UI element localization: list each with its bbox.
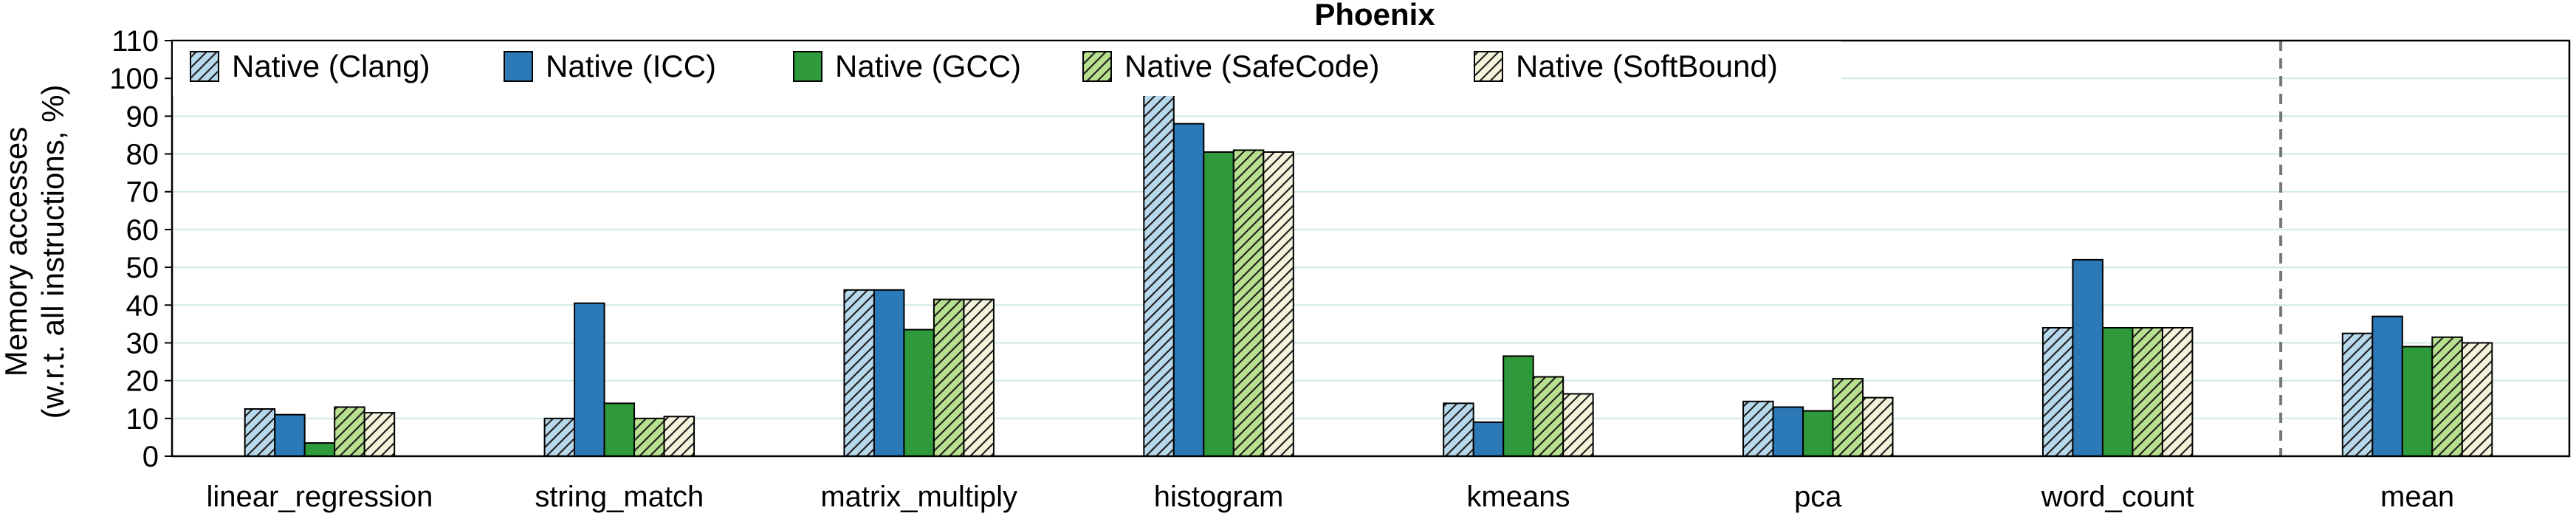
legend-swatch-outline — [1082, 51, 1112, 82]
y-tick-label: 100 — [109, 63, 159, 95]
bar-hatch — [1263, 151, 1294, 456]
bar-hatch — [1533, 376, 1564, 456]
legend-swatch-outline — [504, 51, 533, 82]
legend-swatch — [794, 52, 822, 81]
plot-frame — [171, 39, 2571, 458]
x-category-label: linear_regression — [207, 481, 433, 513]
bar-hatch — [2162, 327, 2193, 456]
y-tick-label: 70 — [126, 176, 159, 209]
bar — [2072, 259, 2103, 456]
y-tick-label: 10 — [126, 403, 159, 436]
legend: Native (Clang) Native (ICC) Native (GCC) Na… — [173, 41, 1841, 96]
bar — [1773, 407, 1804, 456]
bar-hatch — [334, 407, 365, 456]
legend-swatch-hatch — [1083, 52, 1111, 81]
bar-hatch — [2432, 337, 2462, 456]
bar-hatch — [1144, 93, 1174, 457]
bar-hatch — [844, 289, 874, 456]
bar-hatch — [1863, 397, 1893, 456]
y-tick-label: 0 — [142, 441, 159, 473]
grid-lines — [172, 78, 2569, 419]
bar — [604, 403, 635, 456]
bar — [2402, 346, 2433, 456]
bars — [244, 92, 2493, 458]
x-categories: linear_regression string_match matrix_mult… — [207, 481, 2455, 513]
x-category-label: pca — [1794, 481, 1842, 513]
bar — [1173, 123, 1204, 456]
y-tick-label: 90 — [126, 100, 159, 133]
x-category-label: word_count — [2041, 481, 2194, 513]
y-tick-label: 40 — [126, 289, 159, 322]
bar-hatch — [2042, 327, 2073, 456]
legend-label: Native (SoftBound) — [1516, 49, 1778, 83]
y-tick-label: 60 — [126, 214, 159, 247]
legend-label: Native (GCC) — [835, 49, 1021, 83]
y-axis-label-line1: Memory accesses — [0, 127, 33, 376]
x-category-label: histogram — [1154, 481, 1284, 513]
x-category-label: string_match — [535, 481, 704, 513]
y-tick-label: 80 — [126, 139, 159, 171]
y-tick-label: 30 — [126, 327, 159, 360]
y-axis-label-line2: (w.r.t. all instructions, %) — [35, 85, 70, 419]
bar-hatch — [2342, 333, 2373, 456]
bar-hatch — [2462, 343, 2493, 456]
bar — [2102, 327, 2133, 456]
bar — [2372, 316, 2402, 456]
bar — [1473, 422, 1504, 456]
chart-title: Phoenix — [1314, 0, 1435, 32]
bar-hatch — [544, 418, 575, 456]
bar-hatch — [1833, 379, 1864, 456]
legend-label: Native (ICC) — [546, 49, 716, 83]
bar-hatch — [244, 409, 275, 456]
legend-label: Native (Clang) — [232, 49, 430, 83]
bar-hatch — [933, 299, 964, 456]
legend-label: Native (SafeCode) — [1124, 49, 1380, 83]
legend-swatch-outline — [793, 51, 822, 82]
bar — [1803, 410, 1833, 456]
bar-hatch — [1563, 393, 1593, 456]
legend-background — [173, 41, 1841, 96]
bar — [275, 414, 305, 456]
axes — [171, 39, 2571, 458]
y-ticks: 0 10 20 30 40 50 60 70 80 90 100 110 — [109, 25, 172, 473]
legend-swatch-outline — [190, 51, 219, 82]
bar — [873, 289, 904, 456]
legend-swatch-hatch — [190, 52, 219, 81]
x-category-label: matrix_multiply — [820, 481, 1017, 513]
y-tick-label: 50 — [126, 252, 159, 284]
bar-hatch — [2132, 327, 2163, 456]
y-tick-label: 20 — [126, 365, 159, 398]
x-category-label: kmeans — [1466, 481, 1570, 513]
bar-hatch — [634, 418, 664, 456]
legend-swatch-hatch — [1474, 52, 1502, 81]
x-category-label: mean — [2380, 481, 2454, 513]
legend-swatch-outline — [1474, 51, 1503, 82]
bar — [1203, 151, 1234, 456]
bar-hatch — [364, 413, 395, 456]
bar-hatch — [664, 416, 695, 456]
bar — [1503, 356, 1533, 456]
bar-hatch — [1743, 401, 1773, 456]
y-tick-label: 110 — [111, 25, 159, 58]
bar — [904, 329, 934, 456]
legend-swatch — [504, 52, 532, 81]
bar — [304, 443, 335, 456]
bar-hatch — [1233, 150, 1264, 456]
bar-hatch — [964, 299, 994, 456]
bar — [574, 303, 605, 456]
bar-hatch — [1443, 403, 1474, 456]
